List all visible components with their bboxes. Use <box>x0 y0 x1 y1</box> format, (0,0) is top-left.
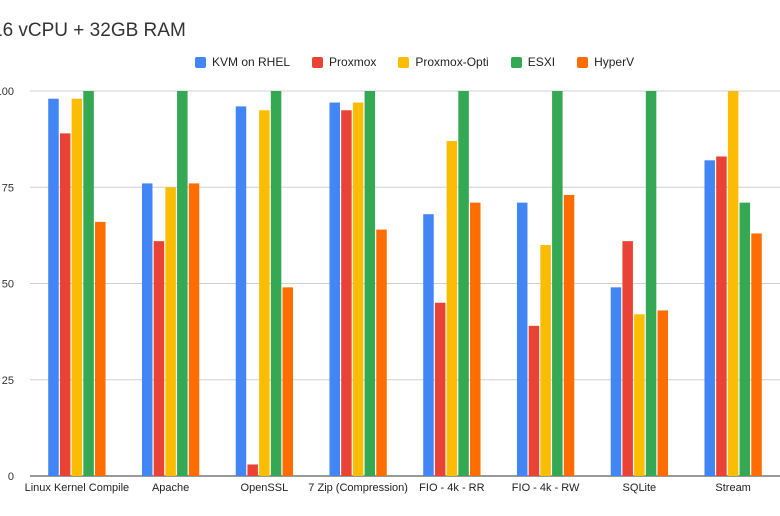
bar-esxi <box>739 202 751 476</box>
legend-swatch <box>312 56 324 68</box>
bar-proxmox <box>247 464 258 476</box>
bar-proxmox-opti <box>165 187 176 476</box>
bar-proxmox-opti <box>71 98 83 476</box>
bar-proxmox <box>716 156 727 476</box>
legend-label: HyperV <box>594 55 635 69</box>
legend-label: Proxmox <box>329 55 377 69</box>
bar-esxi <box>270 91 282 476</box>
x-category-label: 7 Zip (Compression) <box>308 482 408 494</box>
x-category-label: SQLite <box>623 482 657 494</box>
bar-esxi <box>645 91 657 476</box>
bar-proxmox <box>528 325 540 476</box>
x-category-label: Apache <box>152 482 189 494</box>
legend-item: KVM on RHEL <box>195 55 290 69</box>
legend-label: ESXI <box>527 55 556 69</box>
bar-hyperv <box>188 183 200 476</box>
bar-esxi <box>83 91 94 476</box>
legend-item: HyperV <box>577 55 634 69</box>
bar-proxmox <box>153 241 165 476</box>
bar-kvm-on-rhel <box>48 98 59 476</box>
bar-proxmox <box>341 110 352 476</box>
x-category-label: OpenSSL <box>241 482 289 494</box>
bar-proxmox-opti <box>540 245 551 476</box>
y-tick-label: 75 <box>2 182 14 194</box>
bar-hyperv <box>751 233 762 476</box>
x-category-label: Linux Kernel Compile <box>25 482 130 494</box>
x-category-label: FIO - 4k - RW <box>512 482 580 494</box>
bar-proxmox <box>59 133 71 476</box>
bar-proxmox-opti <box>727 91 739 476</box>
legend-label: KVM on RHEL <box>212 55 291 69</box>
bar-esxi <box>364 91 376 476</box>
bar-esxi <box>177 91 188 476</box>
legend-item: ESXI <box>510 55 556 69</box>
legend-item: Proxmox-Opti <box>398 55 489 69</box>
y-tick-label: 100 <box>0 86 14 98</box>
bar-esxi <box>552 91 563 476</box>
bar-kvm-on-rhel <box>423 214 434 476</box>
bar-proxmox-opti <box>259 110 270 476</box>
chart-title: 16 vCPU + 32GB RAM <box>0 20 186 41</box>
y-tick-label: 25 <box>2 375 14 387</box>
bar-hyperv <box>95 221 106 476</box>
y-tick-label: 50 <box>2 279 14 291</box>
bar-proxmox <box>622 241 633 476</box>
legend-item: Proxmox <box>312 55 376 69</box>
legend-swatch <box>195 56 206 68</box>
bar-proxmox-opti <box>446 141 458 477</box>
x-category-label: Stream <box>715 482 750 494</box>
y-tick-label: 0 <box>8 471 14 483</box>
legend-swatch <box>398 56 410 68</box>
bar-kvm-on-rhel <box>329 102 340 477</box>
bar-proxmox-opti <box>352 102 364 477</box>
legend: KVM on RHEL Proxmox Proxmox-Opti ESXI HyperV <box>195 55 634 69</box>
x-category-label: FIO - 4k - RR <box>419 482 484 494</box>
bar-hyperv <box>376 229 387 476</box>
bar-hyperv <box>282 287 294 476</box>
legend-swatch <box>577 56 589 68</box>
bar-esxi <box>458 91 469 476</box>
bar-kvm-on-rhel <box>516 202 528 476</box>
bar-kvm-on-rhel <box>235 106 247 477</box>
bar-hyperv <box>470 202 481 476</box>
bar-hyperv <box>657 310 669 476</box>
legend-label: Proxmox-Opti <box>415 55 489 69</box>
bar-proxmox-opti <box>634 314 645 476</box>
bar-kvm-on-rhel <box>141 183 153 476</box>
bar-kvm-on-rhel <box>610 287 622 476</box>
legend-swatch <box>510 56 522 68</box>
bar-proxmox <box>434 302 446 476</box>
bar-hyperv <box>563 194 575 476</box>
bar-kvm-on-rhel <box>704 160 715 477</box>
